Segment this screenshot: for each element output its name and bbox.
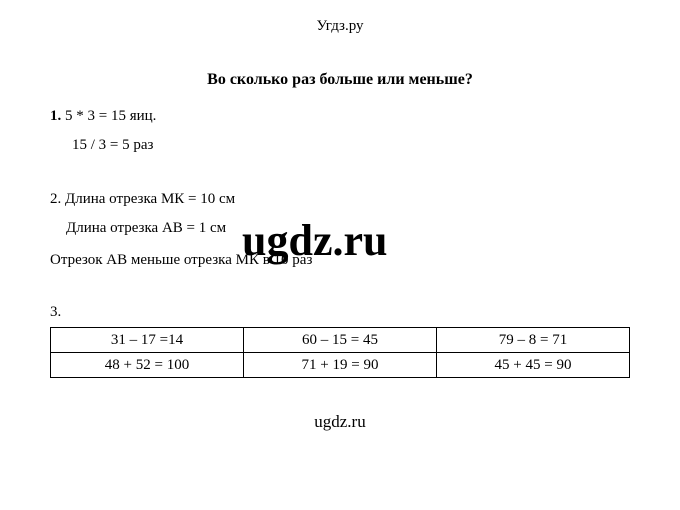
problem-3: 3. 31 – 17 =14 60 – 15 = 45 79 – 8 = 71 … [50, 304, 630, 379]
problem-1-line2: 15 / 3 = 5 раз [50, 134, 630, 157]
table-cell: 48 + 52 = 100 [51, 352, 244, 377]
problem-2-line1: Длина отрезка МК = 10 см [65, 191, 235, 207]
table-cell: 31 – 17 =14 [51, 327, 244, 352]
table-row: 48 + 52 = 100 71 + 19 = 90 45 + 45 = 90 [51, 352, 630, 377]
footer-watermark: ugdz.ru [50, 412, 630, 432]
problem-2: 2. Длина отрезка МК = 10 см Длина отрезк… [50, 188, 630, 272]
problem-1: 1. 5 * 3 = 15 яиц. 15 / 3 = 5 раз [50, 105, 630, 156]
equation-table: 31 – 17 =14 60 – 15 = 45 79 – 8 = 71 48 … [50, 327, 630, 379]
problem-3-label: 3. [50, 304, 630, 321]
table-row: 31 – 17 =14 60 – 15 = 45 79 – 8 = 71 [51, 327, 630, 352]
problem-1-label: 1. [50, 108, 61, 124]
problem-2-line3: Отрезок АВ меньше отрезка МК в 10 раз [50, 249, 630, 272]
problem-2-label: 2. [50, 191, 61, 207]
site-header: Угдз.ру [50, 18, 630, 35]
table-cell: 60 – 15 = 45 [244, 327, 437, 352]
page-title: Во сколько раз больше или меньше? [50, 71, 630, 89]
table-cell: 71 + 19 = 90 [244, 352, 437, 377]
table-cell: 79 – 8 = 71 [437, 327, 630, 352]
table-cell: 45 + 45 = 90 [437, 352, 630, 377]
problem-2-line2: Длина отрезка АВ = 1 см [50, 217, 630, 240]
problem-1-line1: 5 * 3 = 15 яиц. [65, 108, 156, 124]
